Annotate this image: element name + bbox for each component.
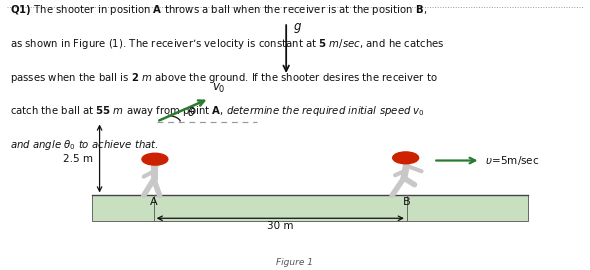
Text: $\upsilon\!=\!5\mathrm{m/sec}$: $\upsilon\!=\!5\mathrm{m/sec}$ — [485, 154, 540, 167]
Circle shape — [393, 152, 419, 164]
Text: 30 m: 30 m — [267, 221, 294, 231]
Text: $v_0$: $v_0$ — [212, 82, 226, 94]
Text: passes when the ball is $\mathbf{2}$ $\mathbf{\mathit{m}}$ above the ground. If : passes when the ball is $\mathbf{2}$ $\m… — [9, 70, 437, 85]
Bar — [92, 195, 527, 221]
Text: B: B — [403, 197, 411, 207]
Circle shape — [142, 153, 168, 165]
Text: A: A — [150, 197, 158, 207]
Text: catch the ball at $\mathbf{55}$ $\mathbf{\mathit{m}}$ away from point $\mathbf{A: catch the ball at $\mathbf{55}$ $\mathbf… — [9, 104, 424, 118]
Text: $\mathbf{Q1)}$ The shooter in position $\mathbf{A}$ throws a ball when the recei: $\mathbf{Q1)}$ The shooter in position $… — [9, 4, 427, 17]
Text: $\theta$: $\theta$ — [187, 106, 196, 119]
Text: g: g — [293, 20, 301, 33]
Text: Figure 1: Figure 1 — [277, 258, 313, 266]
Text: as shown in Figure (1). The receiver’s velocity is constant at $\mathbf{5}$ $\ma: as shown in Figure (1). The receiver’s v… — [9, 37, 444, 51]
Text: $\mathit{and\ angle\ \theta_0\ to\ achieve\ that.}$: $\mathit{and\ angle\ \theta_0\ to\ achie… — [9, 138, 158, 152]
Text: 2.5 m: 2.5 m — [63, 154, 93, 164]
